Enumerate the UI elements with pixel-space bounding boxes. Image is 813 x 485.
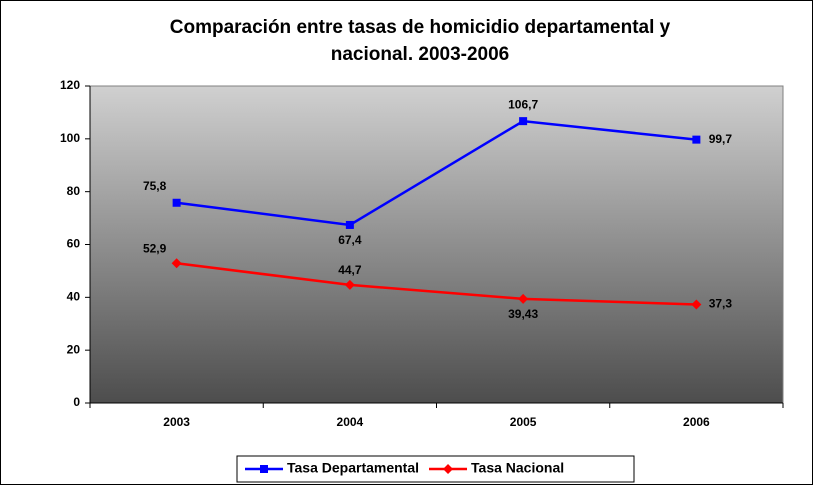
- point-marker: [344, 279, 355, 290]
- chart-title: Comparación entre tasas de homicidio dep…: [169, 17, 671, 65]
- y-tick-label: 120: [60, 78, 80, 92]
- plot-area: [89, 85, 784, 404]
- data-label: 67,4: [338, 233, 362, 247]
- y-tick-label: 100: [60, 131, 80, 145]
- series-line: [176, 119, 697, 227]
- point-marker: [443, 464, 454, 474]
- point-marker: [518, 293, 529, 304]
- point-marker: [260, 465, 268, 473]
- x-tick-label: 2004: [337, 415, 364, 429]
- data-label: 39,43: [508, 307, 538, 321]
- data-label: 37,3: [709, 297, 733, 311]
- point-marker: [345, 220, 354, 229]
- point-marker: [519, 117, 528, 126]
- y-tick-label: 80: [67, 184, 81, 198]
- point-marker: [172, 198, 181, 207]
- data-label: 44,7: [338, 263, 362, 277]
- x-tick-label: 2003: [163, 415, 190, 429]
- x-tick-label: 2005: [510, 415, 537, 429]
- data-label: 106,7: [508, 97, 538, 111]
- point-marker: [691, 299, 702, 310]
- point-marker: [171, 258, 182, 269]
- data-label: 52,9: [143, 241, 167, 255]
- y-tick-label: 20: [67, 342, 81, 356]
- y-tick-label: 0: [73, 395, 80, 409]
- point-marker: [692, 135, 701, 144]
- x-tick-label: 2006: [683, 415, 710, 429]
- legend-label: Tasa Nacional: [471, 460, 564, 476]
- series-line: [176, 262, 697, 306]
- legend-label: Tasa Departamental: [287, 460, 419, 476]
- y-tick-label: 40: [67, 290, 81, 304]
- data-label: 99,7: [709, 132, 733, 146]
- data-label: 75,8: [143, 179, 167, 193]
- y-tick-label: 60: [67, 237, 81, 251]
